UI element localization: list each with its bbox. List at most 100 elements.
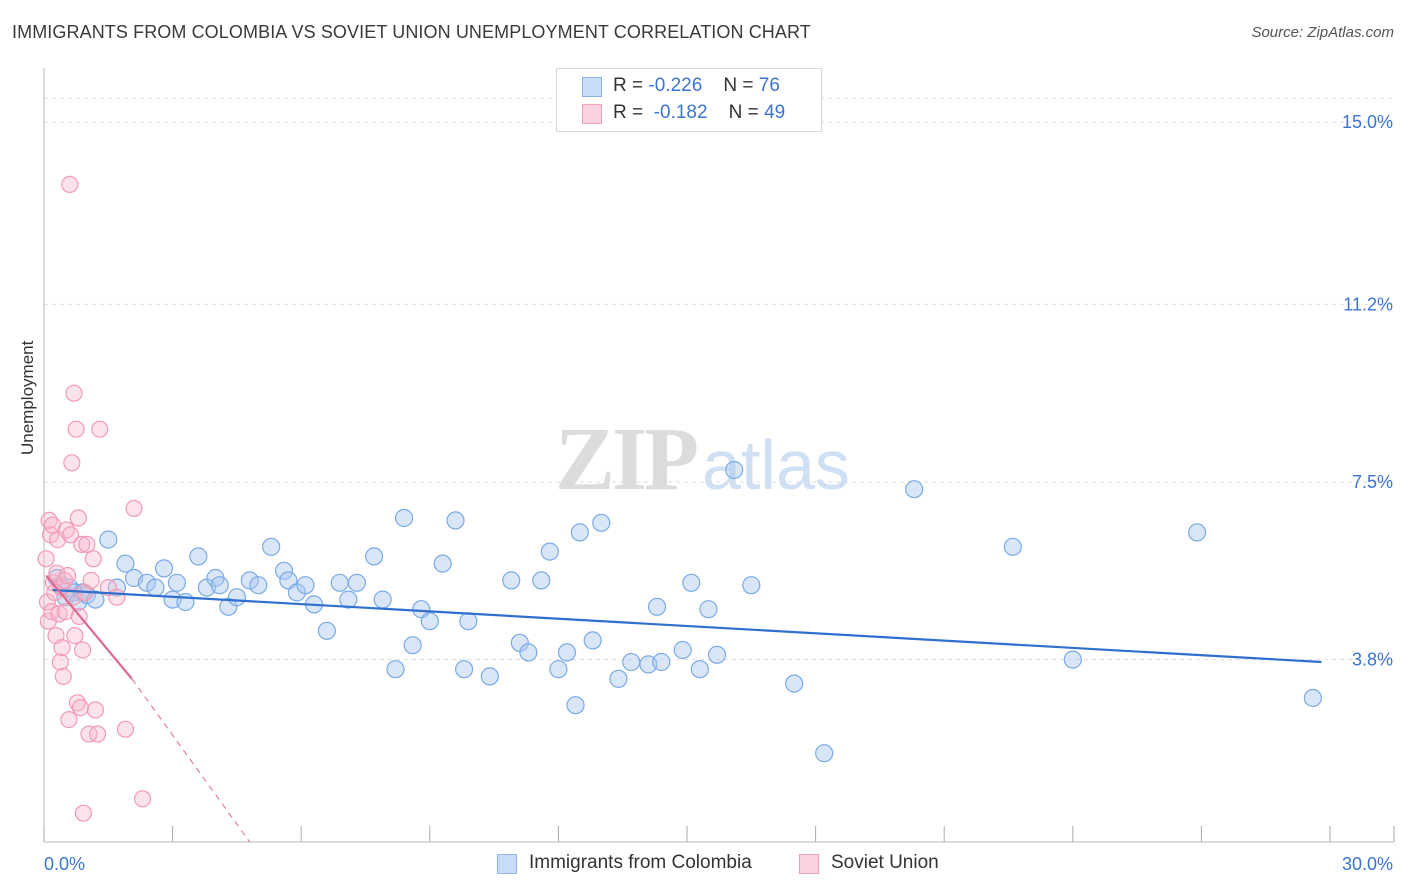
- point-colombia: [707, 645, 727, 664]
- point-soviet: [67, 420, 85, 438]
- bottom-legend-label-colombia: Immigrants from Colombia: [529, 852, 752, 873]
- point-soviet: [60, 710, 78, 729]
- point-soviet: [73, 535, 91, 554]
- point-colombia: [454, 660, 474, 679]
- legend-n-value: 49: [764, 102, 786, 123]
- point-colombia: [1003, 537, 1022, 556]
- point-soviet: [37, 550, 55, 568]
- point-colombia: [317, 621, 337, 640]
- point-colombia: [386, 660, 405, 679]
- point-colombia: [339, 590, 358, 609]
- point-colombia: [570, 523, 589, 542]
- point-colombia: [549, 660, 568, 679]
- point-colombia: [176, 592, 195, 612]
- point-colombia: [502, 571, 521, 590]
- legend-text-soviet: R = -0.182 N = 49: [613, 102, 785, 124]
- y-tick-label: 15.0%: [1342, 112, 1393, 132]
- point-colombia: [682, 573, 701, 592]
- point-colombia: [347, 573, 367, 592]
- trendline-soviet-extension: [131, 678, 251, 843]
- y-axis-label: Unemployment: [18, 340, 37, 455]
- point-colombia: [154, 559, 174, 578]
- point-soviet: [108, 588, 126, 606]
- point-colombia: [364, 547, 384, 566]
- bottom-legend-swatch-soviet: [799, 854, 819, 874]
- legend-r-value: -0.182: [653, 102, 708, 123]
- legend-n-label: N =: [723, 75, 754, 96]
- point-soviet: [55, 571, 74, 590]
- point-colombia: [905, 480, 924, 499]
- legend-n-value: 76: [758, 75, 780, 96]
- point-colombia: [373, 590, 392, 609]
- point-soviet: [58, 566, 77, 585]
- legend-r-label: R =: [613, 102, 644, 123]
- watermark: ZIPatlas: [555, 408, 850, 511]
- point-soviet: [78, 535, 96, 554]
- point-colombia: [77, 585, 96, 604]
- y-tick-label: 7.5%: [1352, 472, 1393, 492]
- point-colombia: [446, 511, 465, 530]
- y-tick-label: 3.8%: [1352, 650, 1393, 670]
- point-colombia: [699, 600, 718, 619]
- point-colombia: [274, 561, 294, 580]
- point-colombia: [532, 571, 551, 590]
- point-colombia: [622, 652, 641, 672]
- point-soviet: [61, 526, 80, 544]
- point-soviet: [125, 499, 143, 517]
- point-colombia: [519, 643, 538, 662]
- trendline-colombia: [52, 588, 1322, 664]
- point-colombia: [137, 573, 156, 592]
- point-colombia: [742, 576, 761, 595]
- point-colombia: [609, 669, 628, 688]
- point-colombia: [1188, 523, 1207, 542]
- point-colombia: [99, 530, 118, 549]
- point-colombia: [116, 554, 135, 573]
- point-soviet: [73, 641, 92, 659]
- point-soviet: [99, 578, 117, 597]
- point-colombia: [403, 636, 422, 655]
- point-colombia: [420, 612, 439, 631]
- x-tick-label: 0.0%: [44, 854, 85, 874]
- point-colombia: [330, 573, 349, 592]
- trendline-soviet: [45, 574, 133, 680]
- source-label: Source: ZipAtlas.com: [1251, 24, 1394, 41]
- point-soviet: [54, 667, 72, 686]
- point-soviet: [51, 653, 69, 671]
- point-colombia: [592, 513, 611, 532]
- point-soviet: [63, 454, 81, 472]
- point-colombia: [433, 554, 452, 573]
- point-colombia: [1063, 650, 1082, 669]
- point-colombia: [210, 576, 229, 595]
- legend-r-value: -0.226: [648, 75, 703, 96]
- point-colombia: [785, 674, 804, 693]
- point-colombia: [146, 578, 165, 597]
- point-colombia: [566, 696, 585, 715]
- point-colombia: [725, 460, 744, 480]
- bottom-legend-swatch-colombia: [497, 854, 517, 874]
- point-soviet: [66, 626, 84, 645]
- y-tick-label: 11.2%: [1343, 294, 1393, 314]
- point-colombia: [189, 547, 208, 566]
- point-colombia: [540, 542, 559, 561]
- point-soviet: [69, 509, 87, 527]
- point-soviet: [49, 530, 67, 549]
- point-colombia: [673, 640, 692, 660]
- point-colombia: [240, 571, 259, 590]
- legend-swatch-colombia: [582, 77, 602, 97]
- legend-swatch-soviet: [582, 104, 602, 124]
- point-soviet: [133, 790, 152, 808]
- point-colombia: [227, 588, 246, 607]
- point-soviet: [65, 384, 83, 402]
- point-soviet: [68, 694, 87, 712]
- point-soviet: [71, 698, 90, 717]
- point-colombia: [249, 576, 268, 595]
- watermark-zip: ZIP: [555, 410, 699, 509]
- point-colombia: [557, 643, 577, 662]
- legend-r-label: R =: [613, 75, 644, 96]
- legend-n-label: N =: [728, 102, 759, 123]
- point-colombia: [815, 744, 834, 763]
- point-colombia: [167, 573, 186, 592]
- point-soviet: [88, 725, 107, 743]
- point-soviet: [86, 701, 105, 719]
